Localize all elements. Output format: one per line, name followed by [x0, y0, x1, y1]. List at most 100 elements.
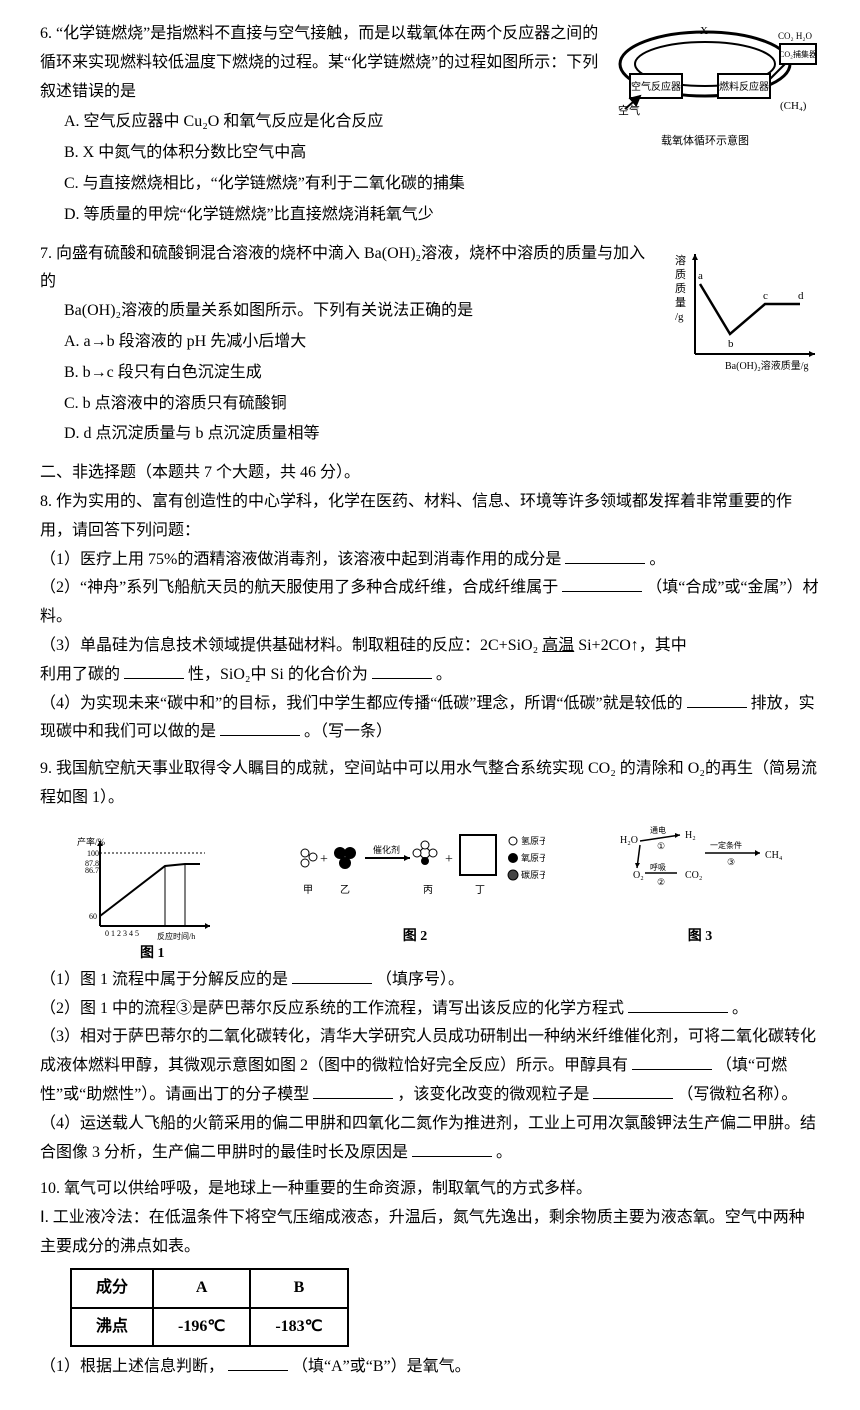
q8-p1-blank[interactable]	[565, 547, 645, 564]
q10-q1a: （1）根据上述信息判断，	[40, 1358, 224, 1375]
svg-text:a: a	[698, 270, 703, 282]
svg-text:100: 100	[87, 849, 99, 858]
svg-text:量: 量	[675, 296, 686, 309]
svg-text:溶: 溶	[675, 253, 686, 267]
q8-p4-blank1[interactable]	[687, 691, 747, 708]
cell-r2: -183℃	[250, 1308, 347, 1347]
q6-label-right: 燃料反应器	[719, 80, 769, 93]
q8-number: 8.	[40, 493, 52, 510]
q9-fig3: H₂O H₂ O₂ CO₂ CH₄ 通电 ① 呼吸 ② 一定条件 ③ 图 3	[615, 823, 785, 949]
fig3-label: 图 3	[615, 924, 785, 949]
q8-p4c: 。（写一条）	[304, 723, 392, 740]
q9-number: 9.	[40, 760, 52, 777]
cell-r1: -196℃	[153, 1308, 250, 1347]
q7-opt-d: D. d 点沉淀质量与 b 点沉淀质量相等	[64, 420, 820, 449]
q10-stem: 氧气可以供给呼吸，是地球上一种重要的生命资源，制取氧气的方式多样。	[64, 1180, 592, 1197]
svg-text:b: b	[728, 338, 734, 350]
svg-text:催化剂: 催化剂	[373, 844, 400, 855]
q9-figrow: 产率/% 100 87.8 86.7 60 0 1 2 3 4 5 反应时间/h…	[40, 823, 820, 949]
q7-opt-c: C. b 点溶液中的溶质只有硫酸铜	[64, 390, 820, 419]
q8-p3a: （3）单晶硅为信息技术领域提供基础材料。制取粗硅的反应：2C+SiO₂	[40, 637, 538, 654]
svg-text:+: +	[445, 852, 453, 867]
q10-number: 10.	[40, 1180, 60, 1197]
q9-fig2: + 催化剂 + 氢原子 氧原子 碳原子 甲 乙 丙 丁 图 2	[285, 823, 545, 949]
svg-text:乙: 乙	[340, 884, 350, 896]
q10-p1: Ⅰ. 工业液冷法：在低温条件下将空气压缩成液态，升温后，氮气先逸出，剩余物质主要…	[40, 1204, 820, 1262]
svg-text:产率/%: 产率/%	[77, 836, 106, 847]
svg-text:氢原子: 氢原子	[521, 835, 545, 846]
svg-text:甲: 甲	[303, 885, 313, 896]
q6-label-co2: CO₂捕集器	[779, 49, 817, 59]
q9-p1a: （1）图 1 流程中属于分解反应的是	[40, 971, 288, 988]
q6-label-x: X	[700, 25, 708, 37]
question-7: a b c d 溶 质 质 量 /g Ba(OH)₂溶液质量/g 7. 向盛有硫…	[40, 240, 820, 452]
svg-text:丙: 丙	[423, 885, 433, 896]
q9-p1b: （填序号）。	[376, 971, 464, 988]
svg-text:d: d	[798, 290, 804, 302]
q10-q1b: （填“A”或“B”）是氧气。	[292, 1358, 471, 1375]
q10-q1-blank[interactable]	[228, 1354, 288, 1371]
svg-text:CH₄: CH₄	[765, 850, 783, 861]
q9-chart: 产率/% 100 87.8 86.7 60 0 1 2 3 4 5 反应时间/h	[75, 831, 215, 941]
q6-label-left: 空气反应器	[631, 80, 681, 93]
svg-text:/g: /g	[675, 311, 684, 323]
cell-r0: 沸点	[71, 1308, 153, 1347]
q6-label-ch4: (CH₄)	[780, 100, 807, 112]
q7-xlabel: Ba(OH)₂溶液质量/g	[725, 359, 808, 372]
table-row: 成分 A B	[71, 1269, 348, 1308]
q9-p3-blank1[interactable]	[632, 1053, 712, 1070]
fig2-label: 图 2	[285, 924, 545, 949]
q8-p3-blank2[interactable]	[372, 662, 432, 679]
q6-label-out: CO₂ H₂O	[778, 31, 813, 41]
svg-text:H₂: H₂	[685, 830, 696, 841]
q7-stem1: 向盛有硫酸和硫酸铜混合溶液的烧杯中滴入 Ba(OH)₂溶液，烧杯中溶质的质量与加…	[40, 245, 645, 291]
question-8: 8. 作为实用的、富有创造性的中心学科，化学在医药、材料、信息、环境等许多领域都…	[40, 488, 820, 747]
q8-p4a: （4）为实现未来“碳中和”的目标，我们中学生都应传播“低碳”理念，所谓“低碳”就…	[40, 695, 683, 712]
cell-h0: 成分	[71, 1269, 153, 1308]
svg-text:呼吸: 呼吸	[650, 862, 666, 872]
q8-p3-blank1[interactable]	[124, 662, 184, 679]
svg-text:质: 质	[675, 268, 686, 281]
table-row: 沸点 -196℃ -183℃	[71, 1308, 348, 1347]
q6-opt-c: C. 与直接燃烧相比，“化学链燃烧”有利于二氧化碳的捕集	[64, 170, 820, 199]
svg-text:+: +	[320, 852, 328, 867]
q7-number: 7.	[40, 245, 52, 262]
q9-p3-blank2[interactable]	[313, 1082, 393, 1099]
q8-stem: 作为实用的、富有创造性的中心学科，化学在医药、材料、信息、环境等许多领域都发挥着…	[40, 493, 792, 539]
q8-p3c: 利用了碳的	[40, 666, 120, 683]
svg-text:②: ②	[657, 877, 665, 887]
q6-stem: “化学链燃烧”是指燃料不直接与空气接触，而是以载氧体在两个反应器之间的循环来实现…	[40, 25, 598, 100]
q6-caption: 载氧体循环示意图	[661, 133, 749, 147]
q9-p3-blank3[interactable]	[593, 1082, 673, 1099]
q9-p1-blank[interactable]	[292, 967, 372, 984]
question-6: 空气反应器 燃料反应器 CO₂捕集器 CO₂ H₂O X 空气 (CH₄) 载氧…	[40, 20, 820, 232]
svg-text:氧原子: 氧原子	[521, 852, 545, 863]
svg-text:碳原子: 碳原子	[521, 869, 545, 880]
q8-p2a: （2）“神舟”系列飞船航天员的航天服使用了多种合成纤维，合成纤维属于	[40, 579, 558, 596]
section-2-heading: 二、非选择题（本题共 7 个大题，共 46 分）。	[40, 459, 820, 488]
q9-p4-blank[interactable]	[412, 1140, 492, 1157]
question-10: 10. 氧气可以供给呼吸，是地球上一种重要的生命资源，制取氧气的方式多样。 Ⅰ.…	[40, 1175, 820, 1382]
svg-text:60: 60	[89, 912, 97, 921]
question-9: 9. 我国航空航天事业取得令人瞩目的成就，空间站中可以用水气整合系统实现 CO₂…	[40, 755, 820, 1167]
svg-text:一定条件: 一定条件	[710, 840, 742, 850]
cell-h1: A	[153, 1269, 250, 1308]
svg-text:O₂: O₂	[633, 870, 644, 881]
q9-stem: 我国航空航天事业取得令人瞩目的成就，空间站中可以用水气整合系统实现 CO₂ 的清…	[40, 760, 817, 806]
q9-p2-blank[interactable]	[628, 996, 728, 1013]
svg-text:①: ①	[657, 841, 665, 851]
q8-p4-blank2[interactable]	[220, 719, 300, 736]
q9-p3c: ，该变化改变的微观粒子是	[397, 1086, 589, 1103]
svg-text:反应时间/h: 反应时间/h	[157, 931, 195, 941]
svg-text:丁: 丁	[475, 885, 485, 896]
q8-p2-blank[interactable]	[562, 575, 642, 592]
q6-number: 6.	[40, 25, 52, 42]
svg-text:通电: 通电	[650, 825, 666, 835]
q9-p3d: （写微粒名称）。	[677, 1086, 797, 1103]
cell-h2: B	[250, 1269, 347, 1308]
q8-p1: （1）医疗上用 75%的酒精溶液做消毒剂，该溶液中起到消毒作用的成分是	[40, 551, 561, 568]
svg-text:CO₂: CO₂	[685, 870, 702, 881]
svg-text:质: 质	[675, 282, 686, 295]
q8-p3d: 性，SiO₂中 Si 的化合价为	[188, 666, 368, 683]
q9-p2a: （2）图 1 中的流程③是萨巴蒂尔反应系统的工作流程，请写出该反应的化学方程式	[40, 1000, 624, 1017]
